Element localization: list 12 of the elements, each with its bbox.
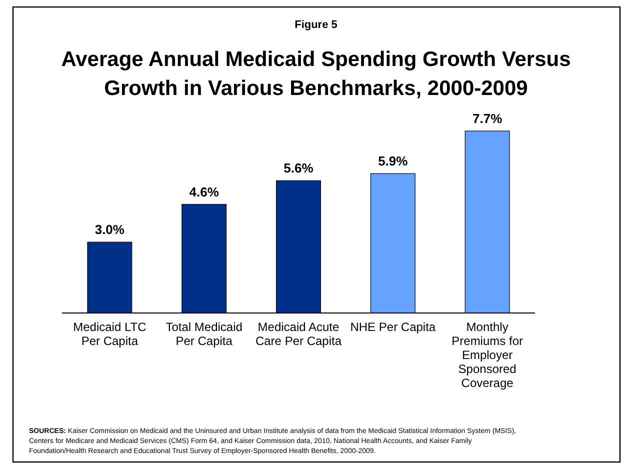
chart-subtitle: Figure 5 [294,19,338,31]
x-tick-label: Medicaid LTC Per Capita [73,320,147,348]
x-tick-label: Medicaid Acute Care Per Capita [255,320,342,348]
chart-title: Average Annual Medicaid Spending Growth Versus Growth in Various Benchmarks, 2000-2009 [61,48,571,100]
data-label: 7.7% [472,111,503,126]
data-label: 5.9% [378,154,408,169]
x-tick-label: NHE Per Capita [350,320,436,334]
x-tick-label: Monthly Premiums for Employer Sponsored Coverage [452,320,523,390]
data-label: 4.6% [189,184,220,200]
x-tick-label: Total Medicaid Per Capita [166,320,242,348]
data-label: 5.6% [284,160,314,176]
data-label: 3.0% [94,222,125,238]
